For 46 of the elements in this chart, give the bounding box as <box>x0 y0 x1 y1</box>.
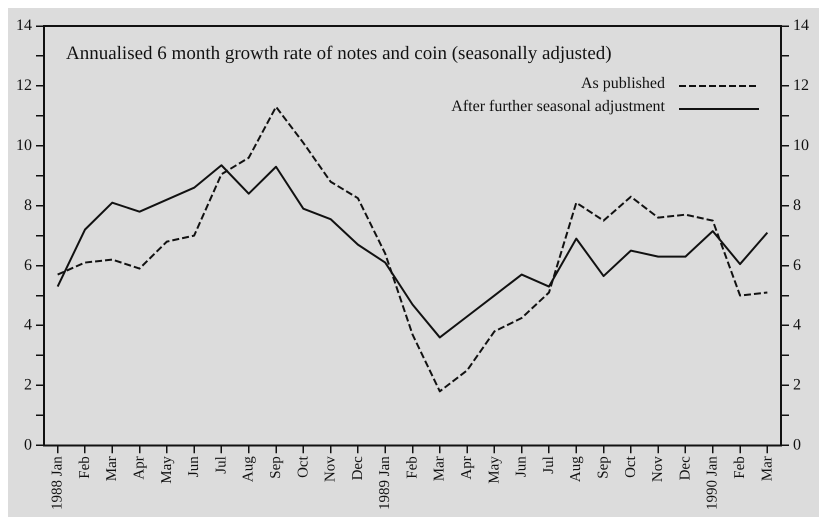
y-tick-label: 14 <box>16 17 32 34</box>
x-tick-label: May <box>486 456 502 484</box>
x-tick-label: Oct <box>295 455 312 478</box>
y2-tick-label: 2 <box>793 376 801 394</box>
x-tick-label: Jun <box>186 456 202 478</box>
y-tick-label: 10 <box>16 136 32 154</box>
x-tick-label: Apr <box>131 456 148 480</box>
legend-label: After further seasonal adjustment <box>451 98 666 116</box>
x-tick-label: Aug <box>568 456 584 482</box>
x-tick-label: Mar <box>104 456 120 482</box>
y2-tick-label: 10 <box>793 136 809 154</box>
x-tick-label: May <box>158 456 175 484</box>
y-tick-label: 4 <box>24 316 32 334</box>
x-tick-label: Feb <box>404 456 420 479</box>
x-tick-label: Feb <box>732 456 748 479</box>
y2-tick-label: 8 <box>793 196 801 214</box>
x-tick-label: Sep <box>596 456 612 479</box>
legend-label: As published <box>581 75 665 92</box>
x-tick-label: Jul <box>213 456 230 474</box>
y2-tick-label: 12 <box>793 77 809 94</box>
x-tick-label: Apr <box>459 456 476 480</box>
x-tick-label: 1990 Jan <box>704 456 721 510</box>
y-tick-label: 6 <box>24 256 32 274</box>
y2-tick-label: 14 <box>793 17 809 34</box>
y-tick-label: 8 <box>24 196 32 214</box>
x-tick-label: Oct <box>622 455 639 478</box>
x-tick-label: 1989 Jan <box>377 456 394 510</box>
text: Annualised 6 month growth rate of notes and coin (seasonally adjusted) <box>66 42 612 64</box>
x-tick-label: Feb <box>76 456 93 479</box>
x-tick-label: Mar <box>432 456 448 482</box>
x-tick-label: Jul <box>540 456 557 474</box>
x-tick-label: Nov <box>322 456 339 482</box>
y-tick-label: 0 <box>24 436 32 454</box>
x-tick-label: Dec <box>350 456 366 480</box>
x-tick-label: Nov <box>650 456 666 482</box>
y2-tick-label: 6 <box>793 256 801 274</box>
x-tick-label: Sep <box>268 456 284 479</box>
x-tick-label: 1988 Jan <box>50 456 66 510</box>
x-tick-label: Aug <box>240 456 257 482</box>
x-tick-label: Mar <box>759 456 776 482</box>
y-tick-label: 2 <box>24 376 32 394</box>
y-tick-label: 12 <box>16 77 32 94</box>
x-tick-label: Dec <box>677 456 694 480</box>
y2-tick-label: 4 <box>793 316 801 334</box>
x-tick-label: Jun <box>514 456 530 478</box>
y2-tick-label: 0 <box>793 436 801 454</box>
